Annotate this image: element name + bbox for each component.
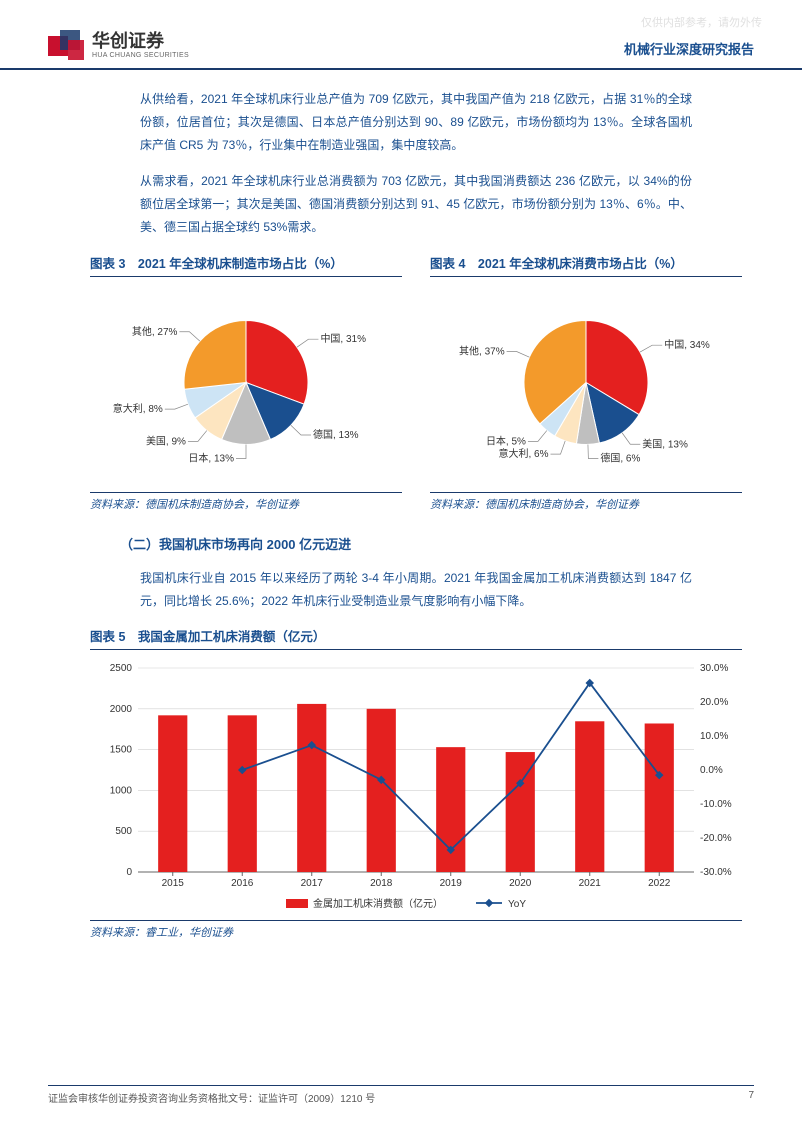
logo-text-cn: 华创证券 xyxy=(92,32,189,52)
svg-text:日本, 13%: 日本, 13% xyxy=(188,451,234,464)
svg-text:0: 0 xyxy=(126,867,132,878)
svg-text:其他, 27%: 其他, 27% xyxy=(132,325,178,338)
chart3-title: 图表 3 2021 年全球机床制造市场占比（%） xyxy=(90,253,402,277)
chart5-barline: 0 500 1000 1500 2000 2500 -30.0% -20.0% -10.0% 0.… xyxy=(90,658,742,918)
svg-text:2019: 2019 xyxy=(440,878,463,889)
svg-text:中国, 31%: 中国, 31% xyxy=(320,332,366,345)
chart3-column: 图表 3 2021 年全球机床制造市场占比（%） 中国, 31% 德国, 13% 日… xyxy=(90,253,402,512)
logo-icon xyxy=(48,30,86,62)
chart4-pie: 中国, 34% 美国, 13%德国, 6% 意大利, 6%日本, 5% 其他, 37% xyxy=(430,285,742,490)
svg-text:美国, 13%: 美国, 13% xyxy=(642,437,688,450)
footer-disclaimer: 证监会审核华创证券投资咨询业务资格批文号：证监许可（2009）1210 号 xyxy=(48,1090,375,1105)
svg-text:美国, 9%: 美国, 9% xyxy=(146,434,186,447)
page-header: 华创证券 HUA CHUANG SECURITIES 机械行业深度研究报告 xyxy=(0,0,802,70)
svg-text:20.0%: 20.0% xyxy=(700,697,728,708)
svg-text:2021: 2021 xyxy=(579,878,602,889)
logo-text-en: HUA CHUANG SECURITIES xyxy=(92,52,189,60)
svg-text:2500: 2500 xyxy=(110,663,133,674)
page-number: 7 xyxy=(748,1090,754,1105)
chart4-column: 图表 4 2021 年全球机床消费市场占比（%） 中国, 34% 美国, 13%德… xyxy=(430,253,742,512)
paragraph-supply: 从供给看，2021 年全球机床行业总产值为 709 亿欧元，其中我国产值为 21… xyxy=(140,88,692,156)
main-content: 从供给看，2021 年全球机床行业总产值为 709 亿欧元，其中我国产值为 21… xyxy=(0,70,802,940)
svg-text:2015: 2015 xyxy=(162,878,185,889)
svg-text:YoY: YoY xyxy=(508,899,526,910)
svg-text:德国, 6%: 德国, 6% xyxy=(600,451,640,464)
svg-text:2022: 2022 xyxy=(648,878,671,889)
svg-text:2000: 2000 xyxy=(110,704,133,715)
svg-text:2017: 2017 xyxy=(301,878,324,889)
chart5-source: 资料来源：睿工业，华创证券 xyxy=(90,920,742,940)
svg-text:1000: 1000 xyxy=(110,786,133,797)
company-logo: 华创证券 HUA CHUANG SECURITIES xyxy=(48,30,189,62)
svg-text:30.0%: 30.0% xyxy=(700,663,728,674)
watermark-text: 仅供内部参考，请勿外传 xyxy=(641,14,762,30)
svg-text:-10.0%: -10.0% xyxy=(700,799,732,810)
chart4-title: 图表 4 2021 年全球机床消费市场占比（%） xyxy=(430,253,742,277)
svg-text:2016: 2016 xyxy=(231,878,254,889)
svg-text:2018: 2018 xyxy=(370,878,393,889)
svg-text:10.0%: 10.0% xyxy=(700,731,728,742)
chart4-source: 资料来源：德国机床制造商协会，华创证券 xyxy=(430,492,742,512)
section-2-heading: （二）我国机床市场再向 2000 亿元迈进 xyxy=(120,534,692,553)
svg-text:1500: 1500 xyxy=(110,745,133,756)
report-type: 机械行业深度研究报告 xyxy=(624,39,754,62)
svg-text:0.0%: 0.0% xyxy=(700,765,723,776)
paragraph-demand: 从需求看，2021 年全球机床行业总消费额为 703 亿欧元，其中我国消费额达 … xyxy=(140,170,692,238)
chart3-pie: 中国, 31% 德国, 13% 日本, 13%美国, 9% 意大利, 8% 其他, 27… xyxy=(90,285,402,490)
svg-text:2020: 2020 xyxy=(509,878,532,889)
svg-text:日本, 5%: 日本, 5% xyxy=(486,434,526,447)
svg-text:-20.0%: -20.0% xyxy=(700,833,732,844)
chart3-source: 资料来源：德国机床制造商协会，华创证券 xyxy=(90,492,402,512)
chart5-title: 图表 5 我国金属加工机床消费额（亿元） xyxy=(90,626,742,650)
svg-text:意大利, 6%: 意大利, 6% xyxy=(498,447,548,460)
svg-text:金属加工机床消费额（亿元）: 金属加工机床消费额（亿元） xyxy=(313,897,443,910)
svg-text:意大利, 8%: 意大利, 8% xyxy=(113,402,163,415)
paragraph-domestic: 我国机床行业自 2015 年以来经历了两轮 3-4 年小周期。2021 年我国金… xyxy=(140,567,692,613)
svg-text:德国, 13%: 德国, 13% xyxy=(313,428,359,441)
chart5-wrap: 图表 5 我国金属加工机床消费额（亿元） 0 500 1000 1500 2000 250… xyxy=(90,626,742,940)
svg-text:500: 500 xyxy=(115,827,132,838)
page-footer: 证监会审核华创证券投资咨询业务资格批文号：证监许可（2009）1210 号 7 xyxy=(48,1085,754,1105)
svg-text:中国, 34%: 中国, 34% xyxy=(664,338,710,351)
pie-charts-row: 图表 3 2021 年全球机床制造市场占比（%） 中国, 31% 德国, 13% 日… xyxy=(90,253,742,512)
svg-text:-30.0%: -30.0% xyxy=(700,867,732,878)
svg-text:其他, 37%: 其他, 37% xyxy=(459,344,505,357)
